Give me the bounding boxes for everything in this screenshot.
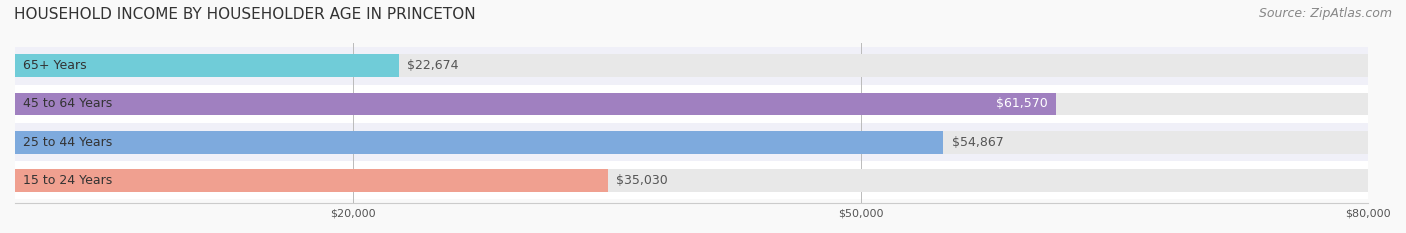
Text: 45 to 64 Years: 45 to 64 Years	[24, 97, 112, 110]
Text: HOUSEHOLD INCOME BY HOUSEHOLDER AGE IN PRINCETON: HOUSEHOLD INCOME BY HOUSEHOLDER AGE IN P…	[14, 7, 475, 22]
Bar	[15, 123, 1368, 161]
Bar	[15, 169, 607, 192]
Bar	[15, 93, 1368, 115]
Bar	[15, 161, 1368, 199]
Bar	[15, 54, 398, 77]
Text: $61,570: $61,570	[997, 97, 1047, 110]
Text: 25 to 44 Years: 25 to 44 Years	[24, 136, 112, 149]
Text: $22,674: $22,674	[406, 59, 458, 72]
Bar	[15, 131, 943, 154]
Text: $54,867: $54,867	[952, 136, 1004, 149]
Bar	[15, 85, 1368, 123]
Text: $35,030: $35,030	[616, 174, 668, 187]
Text: Source: ZipAtlas.com: Source: ZipAtlas.com	[1258, 7, 1392, 20]
Text: 15 to 24 Years: 15 to 24 Years	[24, 174, 112, 187]
Bar	[15, 93, 1056, 115]
Bar	[15, 131, 1368, 154]
Bar	[15, 169, 1368, 192]
Bar	[15, 47, 1368, 85]
Bar	[15, 54, 1368, 77]
Text: 65+ Years: 65+ Years	[24, 59, 87, 72]
